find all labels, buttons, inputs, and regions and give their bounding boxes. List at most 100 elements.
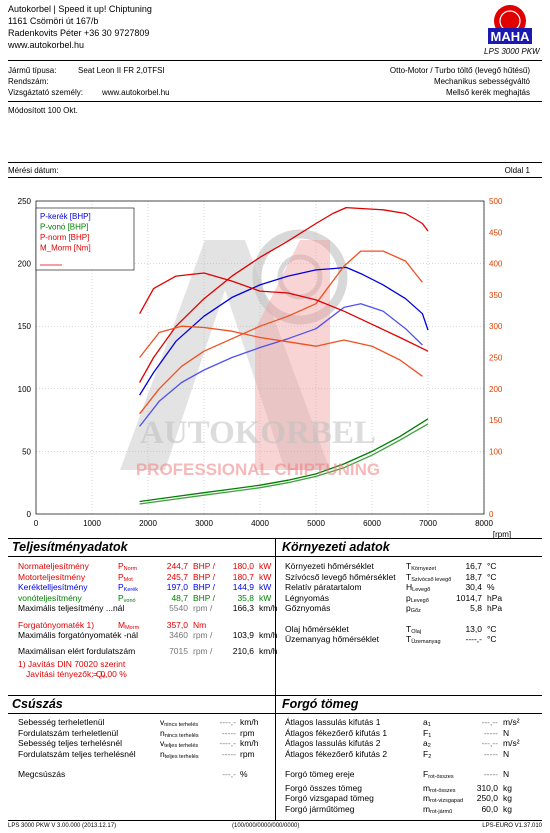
rpm-value: 7015 <box>169 646 188 656</box>
mass-unit: m/s² <box>503 717 520 727</box>
env-unit: °C <box>487 634 497 644</box>
env-label: Olaj hőmérséklet <box>285 623 349 634</box>
env-symbol: TOlaj <box>406 623 421 635</box>
env-symbol: pLevegő <box>406 592 429 604</box>
y-right-tick-label: 350 <box>489 291 503 300</box>
watermark-text: AUTOKORBEL PROFESSIONAL CHIPTUNING <box>136 415 380 479</box>
x-axis-label: [rpm] <box>493 530 511 539</box>
perf-value-2: 180,7 <box>232 571 254 582</box>
mass-label: Forgó járműtömeg <box>285 803 355 814</box>
mass-value: ----- <box>483 748 498 759</box>
footer-right: LPS-EURO V1.37.010 <box>482 823 542 829</box>
y-right-tick-label: 250 <box>489 354 503 363</box>
y-right-tick-label: 0 <box>489 510 494 519</box>
mass-label: Átlagos lassulás kifutás 2 <box>285 738 381 748</box>
mass-symbol: mrot-vizsgapad <box>423 793 464 804</box>
perf-unit-1: BHP / <box>193 592 216 603</box>
perf-unit-1: BHP / <box>193 571 216 582</box>
env-symbol: TÜzemanyag <box>406 634 441 645</box>
slip-value: ---,- <box>222 769 236 779</box>
slip-symbol: vteljes terhelés <box>160 738 199 749</box>
mass-label: Forgó összes tömeg <box>285 782 363 793</box>
slip-unit: rpm <box>240 748 255 759</box>
x-tick-label: 3000 <box>195 519 213 528</box>
company-line-4: www.autokorbel.hu <box>8 40 85 50</box>
env-unit: °C <box>487 571 497 582</box>
performance-title: Teljesítményadatok <box>12 540 128 554</box>
slip-symbol: nnincs terhelés <box>160 727 199 739</box>
mass-label: Átlagos lassulás kifutás 1 <box>285 717 381 727</box>
vehicle-type-value: Seat Leon II FR 2,0TFSI <box>78 66 165 75</box>
slip-label: Fordulatszám teljes terhelésnél <box>18 748 136 759</box>
mass-unit: m/s² <box>503 738 520 748</box>
env-symbol: HLevegő <box>406 582 431 593</box>
rpm-unit: rpm / <box>193 630 213 640</box>
y-right-tick-label: 200 <box>489 385 503 394</box>
torque-unit: Nm <box>193 619 207 630</box>
mass-value: ----- <box>483 769 498 779</box>
env-label: Üzemanyag hőmérséklet <box>285 634 380 644</box>
mass-unit: kg <box>503 803 512 814</box>
mass-title: Forgó tömeg <box>282 697 359 711</box>
reg-label: Rendszám: <box>8 77 49 86</box>
mass-symbol: Frot-összes <box>423 769 454 780</box>
mass-symbol: F2 <box>423 748 432 760</box>
speed-unit: km/h <box>259 646 278 656</box>
correction-factor-value: = 0,00 % <box>93 669 127 679</box>
perf-label: Motorteljesítmény <box>18 571 86 582</box>
perf-unit-2: kW <box>259 571 272 582</box>
slip-label: Fordulatszám terheletlenül <box>18 727 119 738</box>
y-left-tick-label: 50 <box>22 447 31 456</box>
env-label: Gőznyomás <box>285 603 331 613</box>
mass-label: Átlagos fékezőerő kifutás 1 <box>285 727 388 738</box>
x-tick-label: 8000 <box>475 519 493 528</box>
perf-value-1: 245,7 <box>166 571 188 582</box>
mass-value: ----- <box>483 727 498 738</box>
footer-center: (100/000/0000/000/0000) <box>232 823 300 829</box>
perf-symbol: PMot <box>118 571 133 583</box>
max-rpm-label: Maximálisan elért fordulatszám <box>18 646 136 656</box>
perf-unit-2: km/h <box>259 603 278 613</box>
y-left-tick-label: 150 <box>18 322 32 331</box>
legend-item: P-vonó [BHP] <box>40 223 88 232</box>
series-line-7 <box>139 325 423 377</box>
perf-value-2: 166,3 <box>232 603 254 613</box>
chart-legend <box>35 207 135 271</box>
x-tick-label: 4000 <box>251 519 269 528</box>
torque-label: Forgatónyomaték 1) <box>18 619 95 630</box>
perf-label: vonóteljesítmény <box>18 592 82 603</box>
slip-unit: km/h <box>240 738 259 748</box>
mass-symbol: mrot-összes <box>423 782 456 794</box>
perf-unit-2: kW <box>259 592 272 603</box>
env-label: Szívócső levegő hőmérséklet <box>285 571 396 582</box>
mass-unit: kg <box>503 782 512 793</box>
perf-value-1: 244,7 <box>166 561 188 571</box>
mass-value: 310,0 <box>476 782 498 793</box>
rpm-unit: rpm / <box>193 646 213 656</box>
power-chart: 0 1000 2000 3000 4000 5000 6000 7000 80000501001… <box>18 197 511 539</box>
watermark-hub <box>277 254 323 300</box>
slip-unit: km/h <box>240 717 259 727</box>
modified-note: Módosított 100 Okt. <box>8 106 78 115</box>
inspector-value: www.autokorbel.hu <box>102 88 170 97</box>
inspector-label: Vizsgáztató személy: <box>8 88 83 97</box>
perf-unit-1: rpm / <box>193 603 213 613</box>
date-label: Mérési dátum: <box>8 166 59 175</box>
torque-value: 357,0 <box>166 619 188 630</box>
perf-value-2: 180,0 <box>232 561 254 571</box>
perf-symbol: Pvonó <box>118 592 136 604</box>
y-left-tick-label: 250 <box>18 197 32 206</box>
y-right-tick-label: 100 <box>489 447 503 456</box>
series-line-2 <box>139 418 429 503</box>
watermark-letter-red <box>255 240 330 470</box>
slip-value: ----- <box>221 748 236 759</box>
env-label: Légnyomás <box>285 592 329 603</box>
x-tick-label: 5000 <box>307 519 325 528</box>
drive-type: Mellső kerék meghajtás <box>445 88 530 97</box>
perf-unit-2: kW <box>259 561 272 571</box>
perf-symbol: PKerék <box>118 582 139 593</box>
env-unit: °C <box>487 623 497 634</box>
maha-logo-text: MAHA <box>491 29 531 44</box>
perf-value-1: 48,7 <box>171 592 188 603</box>
slip-label: Sebesség teljes terhelésnél <box>18 738 122 748</box>
